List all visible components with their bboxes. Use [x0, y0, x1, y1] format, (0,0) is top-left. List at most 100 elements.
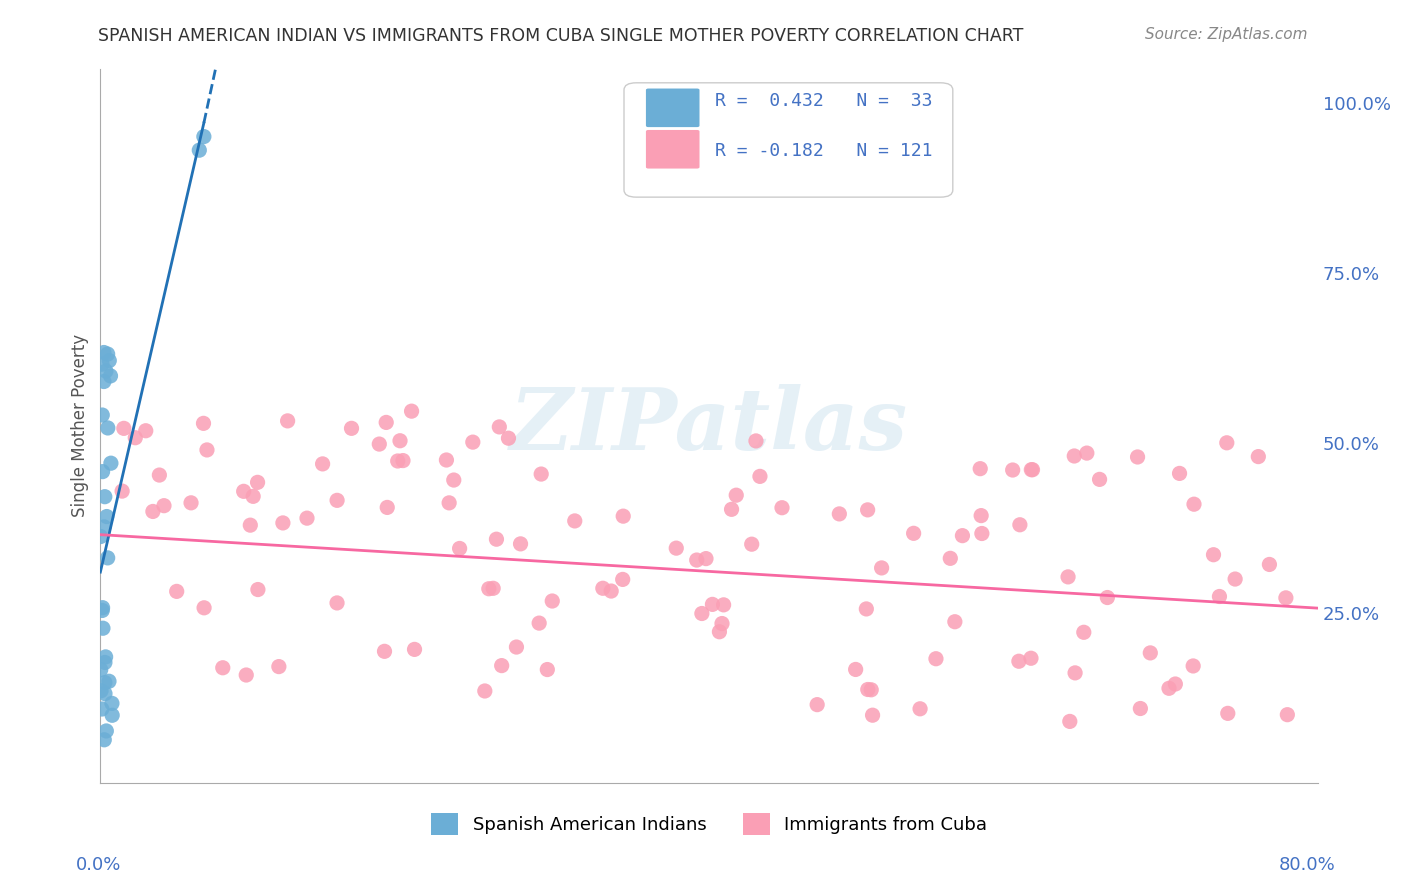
Point	[443, 473, 465, 487]
Point	[741, 537, 763, 551]
Point	[100, 368, 122, 383]
Point	[1216, 706, 1239, 721]
Point	[94, 675, 117, 690]
Point	[828, 507, 851, 521]
Point	[153, 499, 176, 513]
Point	[1008, 654, 1031, 668]
Point	[375, 416, 398, 430]
Point	[541, 594, 564, 608]
Point	[1277, 707, 1299, 722]
Point	[124, 431, 146, 445]
Point	[969, 461, 991, 475]
Point	[1064, 665, 1087, 680]
Point	[491, 658, 513, 673]
Point	[745, 434, 768, 448]
Point	[90, 663, 112, 677]
Point	[720, 502, 742, 516]
Y-axis label: Single Mother Poverty: Single Mother Poverty	[72, 334, 89, 517]
Point	[478, 582, 501, 596]
Text: SPANISH AMERICAN INDIAN VS IMMIGRANTS FROM CUBA SINGLE MOTHER POVERTY CORRELATIO: SPANISH AMERICAN INDIAN VS IMMIGRANTS FR…	[98, 27, 1024, 45]
Text: ZIPatlas: ZIPatlas	[510, 384, 908, 467]
Point	[311, 457, 333, 471]
Point	[97, 421, 120, 435]
Point	[1059, 714, 1081, 729]
Point	[449, 541, 471, 556]
Point	[98, 674, 121, 689]
Point	[437, 496, 460, 510]
Point	[713, 598, 735, 612]
Point	[93, 375, 115, 389]
FancyBboxPatch shape	[624, 83, 953, 197]
Point	[908, 702, 931, 716]
Legend: Spanish American Indians, Immigrants from Cuba: Spanish American Indians, Immigrants fro…	[432, 813, 987, 835]
Point	[246, 475, 269, 490]
Point	[91, 621, 114, 635]
Point	[1001, 463, 1024, 477]
Point	[709, 624, 731, 639]
Point	[612, 509, 634, 524]
Point	[1216, 435, 1239, 450]
Text: 0.0%: 0.0%	[76, 856, 121, 874]
Point	[1057, 570, 1080, 584]
Point	[97, 550, 120, 565]
Point	[1129, 701, 1152, 715]
Point	[970, 508, 993, 523]
Point	[1126, 450, 1149, 464]
Point	[295, 511, 318, 525]
Point	[97, 347, 120, 361]
Point	[193, 129, 215, 144]
Point	[166, 584, 188, 599]
Point	[860, 682, 883, 697]
Point	[101, 708, 124, 723]
Point	[943, 615, 966, 629]
Point	[686, 553, 709, 567]
Point	[392, 453, 415, 467]
Point	[530, 467, 553, 481]
Point	[211, 661, 233, 675]
Point	[436, 453, 458, 467]
Point	[94, 364, 117, 378]
Point	[1063, 449, 1085, 463]
Point	[404, 642, 426, 657]
Point	[695, 551, 717, 566]
Point	[952, 529, 974, 543]
FancyBboxPatch shape	[645, 130, 700, 169]
Point	[267, 659, 290, 673]
Point	[188, 143, 211, 157]
Point	[101, 697, 124, 711]
Point	[235, 668, 257, 682]
Point	[368, 437, 391, 451]
Point	[845, 662, 868, 676]
Point	[148, 468, 170, 483]
Point	[498, 431, 520, 445]
Point	[142, 504, 165, 518]
Point	[1097, 591, 1119, 605]
Point	[564, 514, 586, 528]
Point	[1076, 446, 1098, 460]
Point	[94, 490, 117, 504]
Point	[939, 551, 962, 566]
Point	[1073, 625, 1095, 640]
Point	[870, 561, 893, 575]
Point	[970, 526, 993, 541]
Text: R =  0.432   N =  33: R = 0.432 N = 33	[716, 92, 932, 110]
Point	[91, 603, 114, 617]
Point	[340, 421, 363, 435]
Point	[93, 520, 115, 534]
Point	[277, 414, 299, 428]
Point	[326, 493, 349, 508]
Point	[488, 420, 510, 434]
Point	[855, 602, 877, 616]
Point	[1223, 572, 1246, 586]
Point	[90, 683, 112, 698]
Point	[1247, 450, 1270, 464]
Point	[1157, 681, 1180, 696]
Point	[1164, 677, 1187, 691]
Point	[862, 708, 884, 723]
Point	[90, 702, 112, 716]
Point	[246, 582, 269, 597]
Point	[239, 518, 262, 533]
Point	[96, 509, 118, 524]
Point	[1139, 646, 1161, 660]
Point	[373, 644, 395, 658]
